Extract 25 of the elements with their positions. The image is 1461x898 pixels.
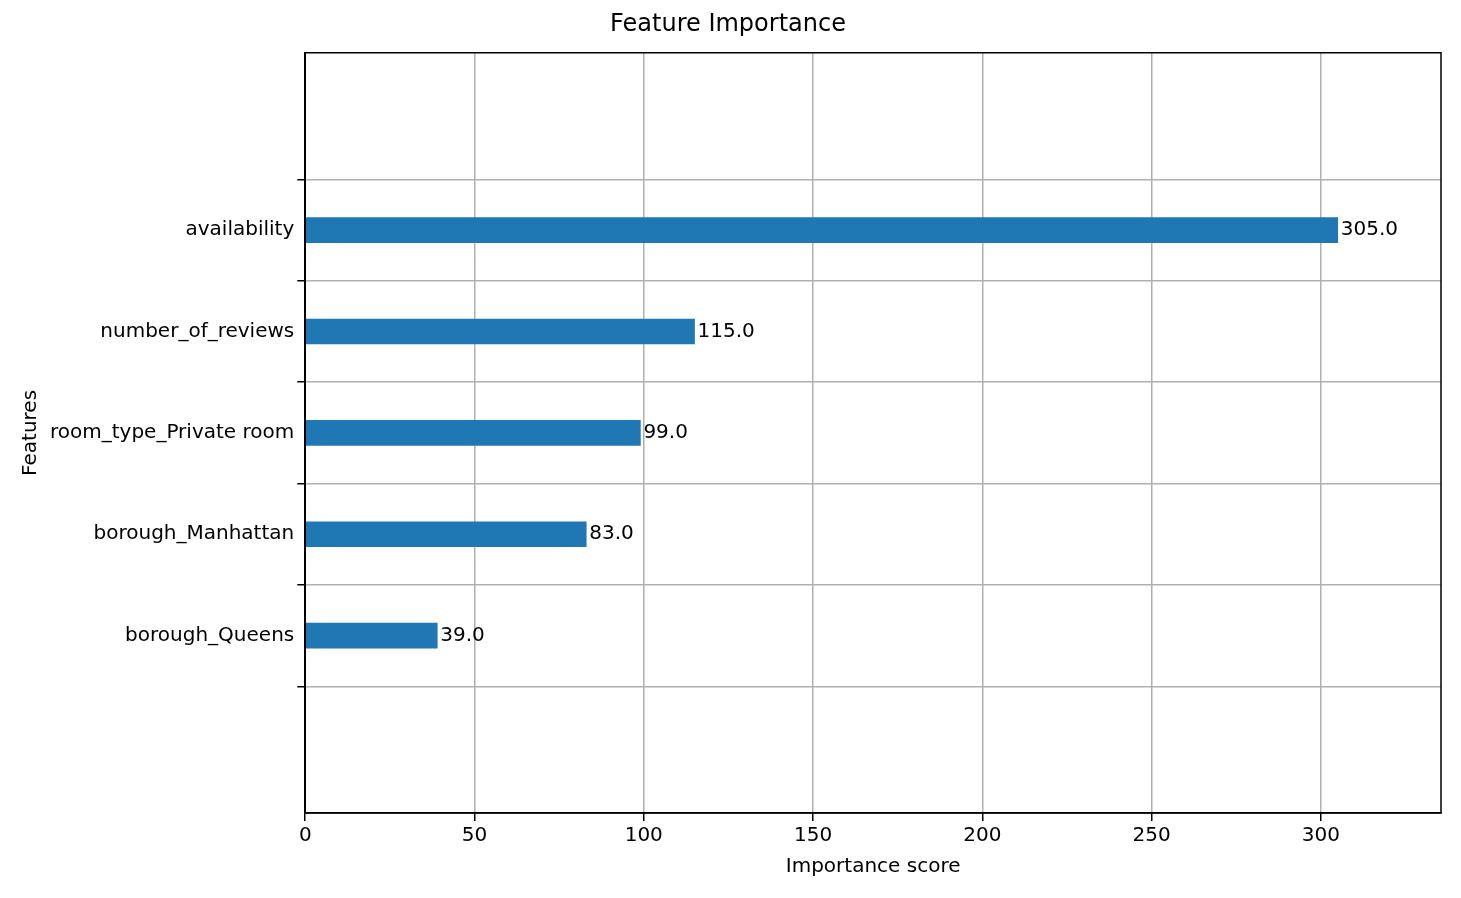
y-tick-label: number_of_reviews [100, 317, 295, 342]
y-tick-label: borough_Manhattan [93, 520, 295, 545]
x-tick-label: 250 [1132, 822, 1171, 847]
x-tick-label: 0 [298, 822, 312, 847]
data-label: 99.0 [643, 419, 688, 444]
x-tick-label: 50 [461, 822, 488, 847]
bar [305, 622, 438, 649]
bar [305, 521, 587, 548]
x-tick-label: 150 [793, 822, 833, 847]
x-axis-title: Importance score [785, 853, 961, 878]
chart-title: Feature Importance [610, 8, 846, 37]
y-tick-label: room_type_Private room [49, 419, 295, 444]
y-tick-label: borough_Queens [125, 621, 295, 646]
bar [305, 318, 695, 345]
data-label: 83.0 [589, 520, 634, 545]
y-tick-label: availability [185, 216, 295, 241]
data-label: 39.0 [440, 621, 485, 646]
bar [305, 420, 641, 446]
x-tick-label: 100 [624, 822, 663, 847]
x-tick-label: 200 [963, 822, 1002, 847]
bar [305, 217, 1339, 244]
data-label: 115.0 [697, 317, 755, 342]
x-tick-label: 300 [1301, 822, 1340, 847]
data-label: 305.0 [1340, 216, 1399, 241]
y-axis-title: Features [17, 389, 42, 476]
